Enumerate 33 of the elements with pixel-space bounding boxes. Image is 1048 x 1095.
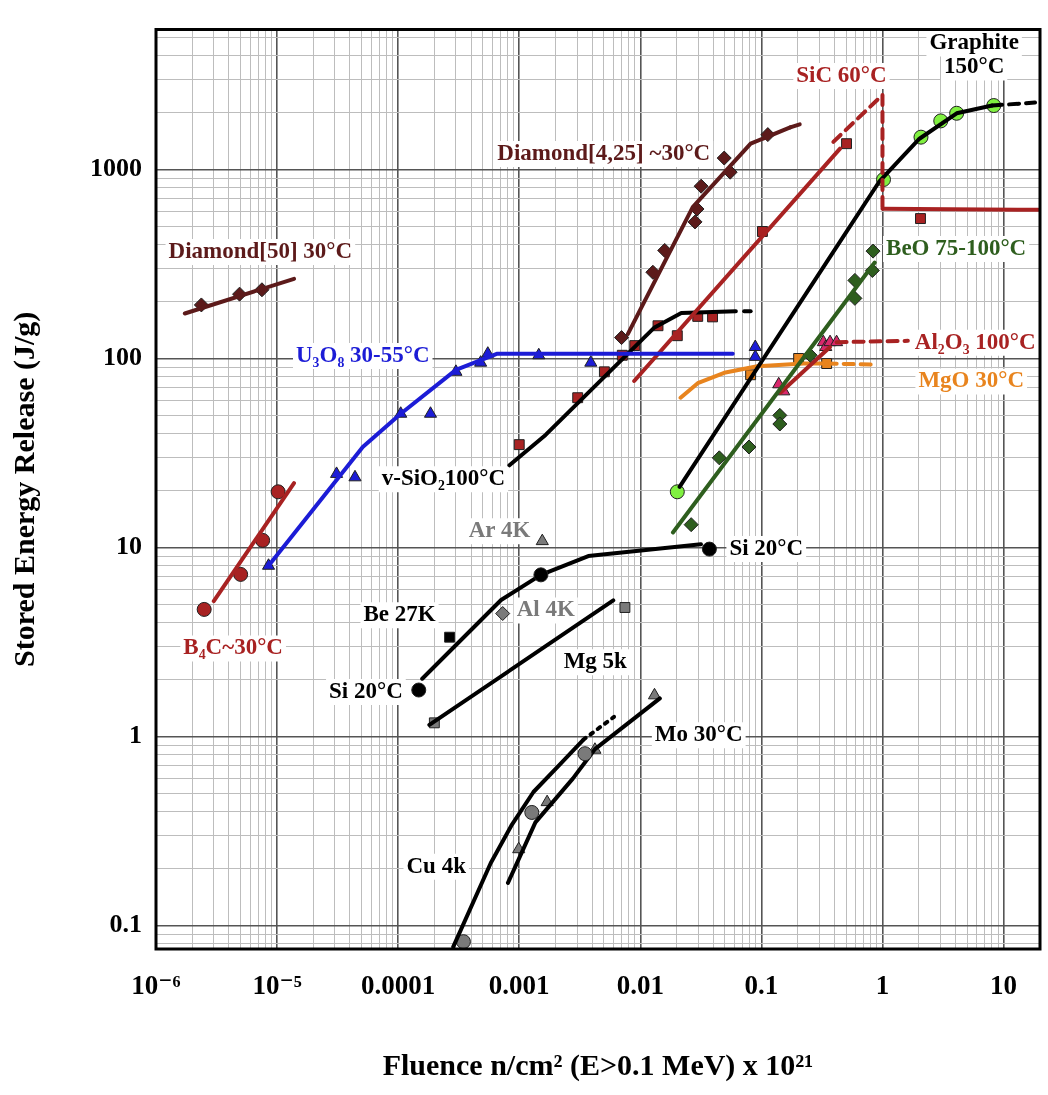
series-label: Mo 30°C <box>654 721 743 747</box>
series-label: Diamond[50] 30°C <box>168 237 353 263</box>
series-label: Ar 4K <box>468 517 531 543</box>
x-tick-label: 10⁻⁶ <box>131 970 181 1001</box>
series-label: Mg 5k <box>563 648 628 674</box>
x-tick-label: 10⁻⁵ <box>252 970 302 1001</box>
y-tick-label: 0.1 <box>109 909 142 939</box>
x-tick-label: 0.01 <box>616 970 664 1001</box>
x-tick-label: 0.0001 <box>361 970 436 1001</box>
series-label: Diamond[4,25] ~30°C <box>497 139 711 165</box>
x-tick-label: 0.1 <box>744 970 779 1001</box>
x-tick-label: 0.001 <box>488 970 550 1001</box>
x-tick-label: 1 <box>875 970 890 1001</box>
series-label: Si 20°C <box>329 677 403 703</box>
series-label: v-SiO₂100°C <box>381 465 506 491</box>
y-tick-label: 1000 <box>90 153 142 183</box>
series-label: U₃O₈ 30-55°C <box>295 341 430 367</box>
series-label: Al₂O₃ 100°C <box>914 328 1036 354</box>
series-label: SiC 60°C <box>796 61 887 87</box>
y-tick-label: 10 <box>116 531 142 561</box>
series-label: Cu 4k <box>406 852 467 878</box>
x-tick-label: 10 <box>990 970 1018 1001</box>
series-label: Graphite 150°C <box>929 29 1019 79</box>
x-axis-title: Fluence n/cm² (E>0.1 MeV) x 10²¹ <box>382 1047 814 1082</box>
series-label: Be 27K <box>363 601 436 627</box>
series-label: B₄C~30°C <box>183 634 283 660</box>
y-tick-label: 100 <box>103 342 142 372</box>
text: MgO 30°C <box>918 367 1025 393</box>
y-axis-title: Stored Energy Release (J/g) <box>6 311 41 667</box>
y-tick-label: 1 <box>129 720 142 750</box>
series-label: Si 20°C <box>729 535 804 561</box>
series-label: Al 4K <box>516 596 575 622</box>
series-label: BeO 75-100°C <box>886 235 1027 261</box>
